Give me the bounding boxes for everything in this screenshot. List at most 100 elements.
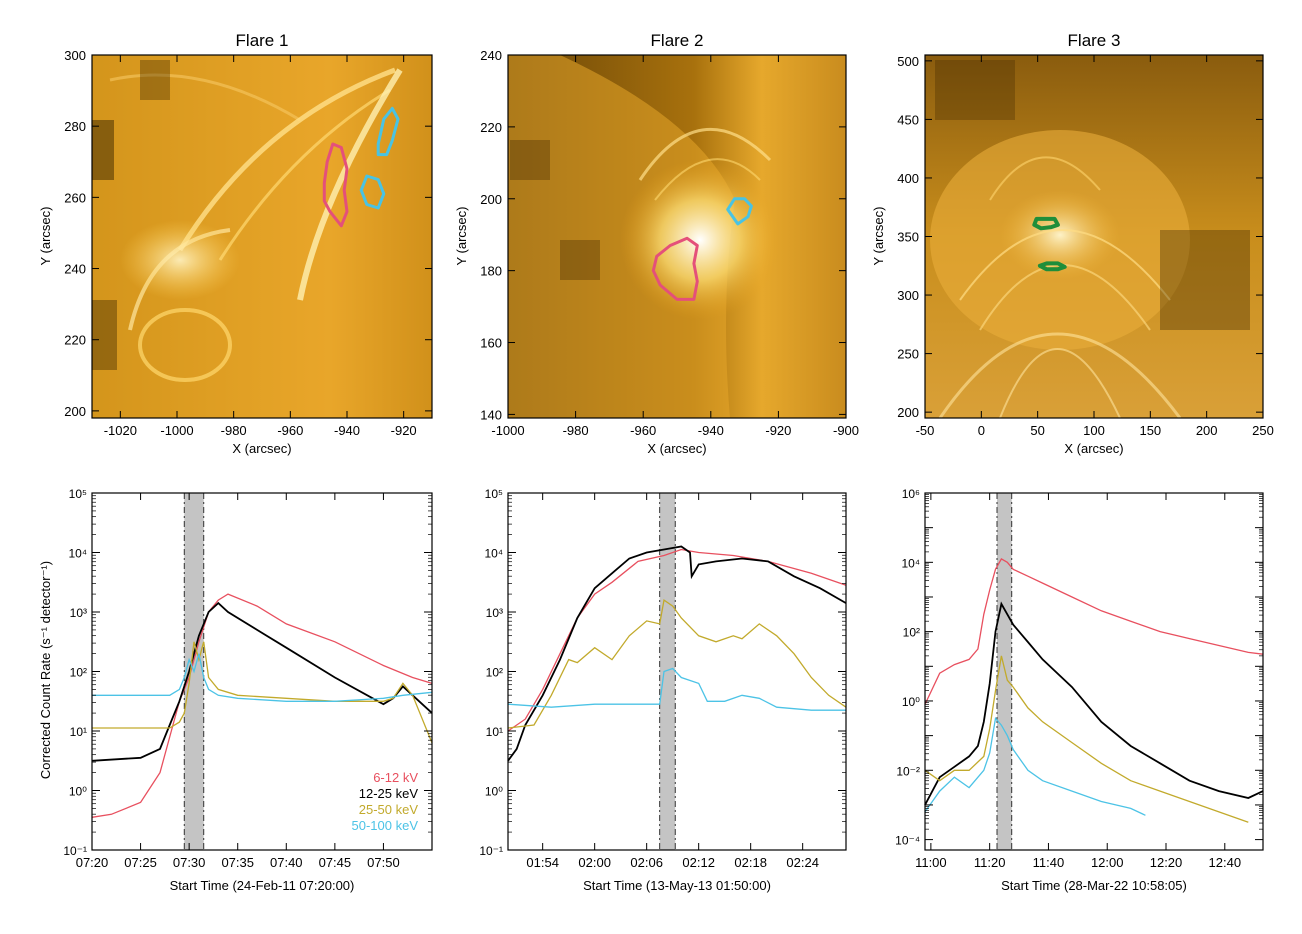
lightcurve-axes-flare-2: 01:54 02:00 02:06 02:12 02:18 02:24 10⁻¹ 10⁰ 10¹… <box>479 487 847 870</box>
legend: 6-12 kV 12-25 keV 25-50 keV 50-100 keV <box>352 770 419 833</box>
x-tick-label: 07:35 <box>221 855 254 870</box>
x-tick-label: -960 <box>630 423 656 438</box>
x-tick-label: -960 <box>277 423 303 438</box>
legend-25-50: 25-50 keV <box>359 802 419 817</box>
y-tick-label: 10¹ <box>70 725 87 739</box>
y-tick-label: 10⁵ <box>69 487 87 501</box>
x-tick-label: -920 <box>765 423 791 438</box>
x-tick-label: -940 <box>334 423 360 438</box>
y-tick-label: 10³ <box>70 606 87 620</box>
y-tick-label: 140 <box>480 407 502 422</box>
x-tick-label: -980 <box>221 423 247 438</box>
series-25-50-keV <box>507 598 847 729</box>
y-tick-label: 10⁻⁴ <box>895 834 920 848</box>
x-tick-label: 07:40 <box>270 855 303 870</box>
euv-image-2 <box>508 55 846 418</box>
series-50-100-keV <box>924 716 1146 816</box>
x-tick-label: -1000 <box>491 423 524 438</box>
axes-frame <box>507 54 847 419</box>
x-tick-label: 100 <box>1083 423 1105 438</box>
x-tick-label: 11:00 <box>915 855 947 870</box>
series-12-25-keV <box>924 601 1264 806</box>
x-tick-label: 11:20 <box>974 855 1006 870</box>
y-tick-label: 10⁰ <box>485 785 503 799</box>
y-tick-label: 10⁻¹ <box>479 844 503 858</box>
y-tick-label: 10² <box>903 626 920 640</box>
y-tick-label: 240 <box>480 48 502 63</box>
lightcurve-xlabel-3: Start Time (28-Mar-22 10:58:05) <box>1001 878 1187 893</box>
y-tick-label: 350 <box>897 230 919 245</box>
x-tick-label: 07:30 <box>173 855 206 870</box>
x-tick-label: -920 <box>391 423 417 438</box>
x-tick-label: 01:54 <box>526 855 559 870</box>
contour-cyan-1 <box>726 197 753 226</box>
x-tick-label: 150 <box>1139 423 1161 438</box>
x-tick-label: 250 <box>1252 423 1274 438</box>
y-tick-label: 10⁵ <box>485 487 503 501</box>
contour-cyan-1 <box>376 106 400 157</box>
x-tick-label: -980 <box>563 423 589 438</box>
y-tick-label: 160 <box>480 336 502 351</box>
lightcurve-xlabel-2: Start Time (13-May-13 01:50:00) <box>583 878 771 893</box>
x-tick-label: 07:50 <box>367 855 400 870</box>
y-tick-label: 200 <box>897 405 919 420</box>
image-ylabel-1: Y (arcsec) <box>38 207 53 266</box>
y-tick-label: 280 <box>64 119 86 134</box>
x-tick-label: 07:45 <box>319 855 352 870</box>
y-tick-label: 200 <box>64 404 86 419</box>
y-tick-label: 10² <box>486 666 503 680</box>
y-tick-label: 260 <box>64 190 86 205</box>
contour-green-1 <box>1037 261 1067 272</box>
lightcurve-axes-flare-3: 11:00 11:20 11:40 12:00 12:20 12:40 10⁻⁴ 10⁻² 10… <box>895 487 1264 870</box>
contour-green-0 <box>1032 216 1060 231</box>
y-tick-label: 220 <box>480 120 502 135</box>
y-tick-label: 10⁴ <box>901 556 920 570</box>
euv-image-3 <box>925 55 1263 418</box>
x-tick-label: 0 <box>978 423 985 438</box>
x-tick-label: -50 <box>916 423 935 438</box>
x-tick-label: -1020 <box>104 423 137 438</box>
y-tick-label: 250 <box>897 347 919 362</box>
series-25-50-keV <box>924 655 1249 823</box>
y-tick-label: 10⁶ <box>902 487 920 501</box>
y-tick-label: 400 <box>897 171 919 186</box>
y-tick-label: 10⁰ <box>69 785 87 799</box>
analysis-interval-band <box>997 493 1012 850</box>
image-axes-flare-1: -1020 -1000 -980 -960 -940 -920 200 220 240 260 28… <box>64 48 433 438</box>
image-xlabel-1: X (arcsec) <box>232 441 291 456</box>
legend-12-25: 12-25 keV <box>359 786 419 801</box>
series-12-25-keV <box>91 601 433 762</box>
y-tick-label: 10² <box>70 666 87 680</box>
contour-red-0 <box>322 142 349 228</box>
analysis-interval-band <box>659 493 676 850</box>
image-axes-flare-2: -1000 -980 -960 -940 -920 -900 140 160 180 200 220… <box>480 48 859 438</box>
y-tick-label: 10⁴ <box>68 547 87 561</box>
x-tick-label: 02:00 <box>578 855 611 870</box>
y-tick-label: 10⁻¹ <box>63 844 87 858</box>
euv-image-1 <box>92 55 432 418</box>
series-25-50-keV <box>92 641 433 744</box>
x-tick-label: 02:12 <box>682 855 715 870</box>
y-tick-label: 450 <box>897 112 919 127</box>
x-tick-label: -900 <box>833 423 859 438</box>
axes-frame <box>924 492 1264 851</box>
y-tick-label: 240 <box>64 262 86 277</box>
image-axes-flare-3: -50 0 50 100 150 200 250 200 250 300 350 400 450 500 <box>897 54 1274 438</box>
y-tick-label: 10⁴ <box>484 547 503 561</box>
y-tick-label: 10⁻² <box>896 764 920 778</box>
axes-frame <box>91 54 433 419</box>
y-tick-label: 200 <box>480 192 502 207</box>
x-tick-label: 12:40 <box>1209 855 1242 870</box>
lightcurve-axes-flare-1: 07:20 07:25 07:30 07:35 07:40 07:45 07:50 10⁻¹ 1… <box>63 487 433 870</box>
series-50-100-keV <box>507 667 846 711</box>
panel-title-2: Flare 2 <box>651 31 704 50</box>
x-tick-label: -940 <box>698 423 724 438</box>
x-tick-label: 50 <box>1030 423 1044 438</box>
y-tick-label: 10³ <box>486 606 503 620</box>
x-tick-label: 02:18 <box>734 855 767 870</box>
image-ylabel-2: Y (arcsec) <box>454 207 469 266</box>
x-tick-label: 02:24 <box>786 855 819 870</box>
y-tick-label: 10¹ <box>486 725 503 739</box>
contour-red-0 <box>651 236 699 301</box>
